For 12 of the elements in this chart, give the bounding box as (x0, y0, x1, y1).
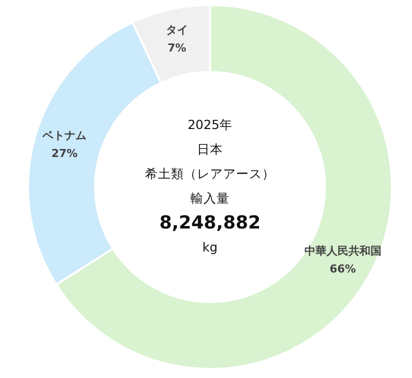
slice-label: タイ (166, 24, 188, 37)
data-label: 27% (51, 147, 78, 160)
data-label: 7% (168, 42, 186, 55)
text: 2025年 (188, 116, 232, 132)
text: 輸入量 (190, 190, 230, 206)
text: 日本 (197, 141, 223, 156)
slice-label: ベトナム (42, 129, 87, 142)
data-label: 66% (330, 262, 356, 276)
text: kg (202, 239, 218, 254)
text: 8,248,882 (159, 212, 261, 234)
text: 希土類（レアアース） (145, 166, 275, 181)
slice-label: 中華人民共和国 (304, 244, 382, 258)
